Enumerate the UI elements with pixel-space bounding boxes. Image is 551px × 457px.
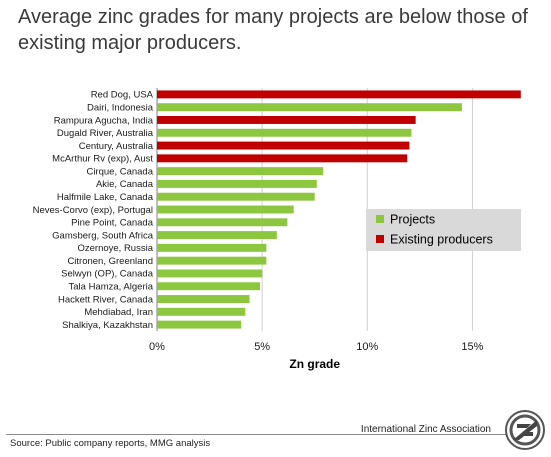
iza-logo-icon xyxy=(505,410,545,450)
category-label: Hackett River, Canada xyxy=(58,294,154,305)
bar xyxy=(157,116,416,124)
category-label: Neves-Corvo (exp), Portugal xyxy=(33,205,153,216)
legend-entry: Existing producers xyxy=(390,233,493,247)
bar xyxy=(157,205,294,214)
bar xyxy=(157,167,324,176)
x-tick-label: 10% xyxy=(356,341,378,353)
category-label: Selwyn (OP), Canada xyxy=(61,269,154,280)
category-label: Pine Point, Canada xyxy=(71,218,154,229)
x-tick-label: 5% xyxy=(254,341,270,353)
category-label: Dairi, Indonesia xyxy=(87,102,154,113)
category-label: Ozernoye, Russia xyxy=(77,243,153,254)
category-label: Dugald River, Australia xyxy=(57,128,154,139)
x-tick-labels: 0% 5% 10% 15% xyxy=(149,341,484,353)
bar xyxy=(157,307,246,316)
x-tick-label: 15% xyxy=(461,341,483,353)
x-axis-label: Zn grade xyxy=(289,357,340,371)
category-label: Citronen, Greenland xyxy=(67,256,153,267)
bar xyxy=(157,243,267,252)
category-label: McArthur Rv (exp), Aust xyxy=(52,154,153,165)
legend-entry: Projects xyxy=(390,213,435,227)
legend-box xyxy=(366,209,521,251)
category-label: Halfmile Lake, Canada xyxy=(57,192,154,203)
category-label: Red Dog, USA xyxy=(91,90,154,101)
bars xyxy=(157,90,521,329)
bar xyxy=(157,320,242,329)
bar xyxy=(157,90,521,99)
chart-title: Average zinc grades for many projects ar… xyxy=(18,6,528,54)
organization-name: International Zinc Association xyxy=(360,424,491,435)
category-label: Gamsberg, South Africa xyxy=(52,230,154,241)
bar xyxy=(157,141,410,150)
bar xyxy=(157,128,412,137)
bar xyxy=(157,103,462,112)
source-note: Source: Public company reports, MMG anal… xyxy=(10,438,211,449)
category-label: Mehdiabad, Iran xyxy=(84,307,153,318)
bar xyxy=(157,282,261,291)
category-label: Rampura Agucha, India xyxy=(54,115,154,126)
legend-swatch xyxy=(376,215,384,223)
bar xyxy=(157,231,277,240)
category-label: Tala Hamza, Algeria xyxy=(69,282,154,293)
bar xyxy=(157,154,408,163)
category-label: Century, Australia xyxy=(79,141,154,152)
category-label: Cirque, Canada xyxy=(86,166,153,177)
bar xyxy=(157,295,250,303)
bar xyxy=(157,256,267,265)
category-label: Shalkiya, Kazakhstan xyxy=(62,320,153,331)
footer-divider xyxy=(6,434,506,435)
category-label: Akie, Canada xyxy=(96,179,154,190)
legend-swatch xyxy=(376,235,384,243)
bar xyxy=(157,218,288,227)
bar xyxy=(157,179,317,188)
x-tick-label: 0% xyxy=(149,341,165,353)
legend: Projects Existing producers xyxy=(366,209,521,251)
bar xyxy=(157,192,315,201)
bar xyxy=(157,269,263,278)
